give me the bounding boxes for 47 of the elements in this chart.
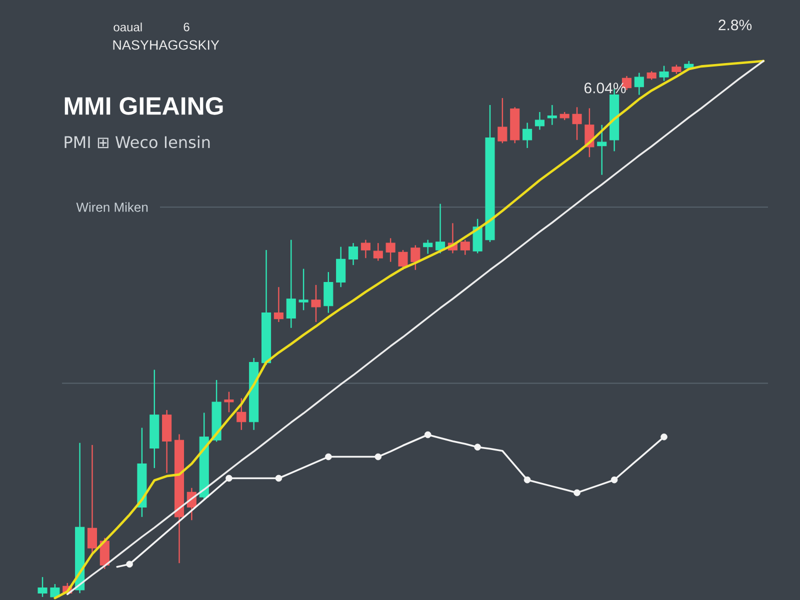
candlestick bbox=[236, 398, 246, 431]
point bbox=[524, 476, 531, 484]
text: MMI GIEAING bbox=[64, 97, 223, 115]
text: oaual bbox=[114, 22, 142, 32]
candlestick bbox=[436, 203, 446, 254]
candlestick bbox=[348, 242, 358, 266]
candlestick bbox=[547, 104, 557, 126]
candlestick bbox=[498, 97, 508, 144]
candlestick bbox=[572, 106, 582, 141]
candlestick bbox=[634, 72, 644, 96]
candlestick bbox=[398, 249, 408, 270]
point bbox=[474, 444, 481, 451]
candlestick bbox=[336, 246, 346, 288]
candlestick bbox=[286, 239, 296, 328]
point bbox=[374, 453, 382, 460]
candlestick bbox=[324, 271, 334, 314]
candlestick bbox=[38, 576, 48, 598]
point bbox=[325, 453, 332, 460]
candlestick bbox=[373, 242, 383, 262]
text: 6 bbox=[184, 22, 190, 32]
candlestick bbox=[423, 239, 433, 254]
candlestick bbox=[274, 286, 284, 323]
point bbox=[610, 476, 618, 484]
candlestick bbox=[311, 284, 321, 323]
point bbox=[275, 474, 282, 482]
candlestick bbox=[410, 244, 420, 270]
ref-line-label: Wiren Miken bbox=[76, 202, 148, 212]
candlestick bbox=[460, 239, 470, 256]
candlestick bbox=[298, 268, 308, 311]
point bbox=[226, 474, 232, 482]
point bbox=[126, 560, 133, 568]
candlestick bbox=[659, 65, 669, 82]
text: 2.8% bbox=[718, 20, 752, 30]
text: NASYHAGGSKIY bbox=[113, 40, 220, 50]
candlestick bbox=[597, 124, 607, 176]
candlestick bbox=[224, 391, 234, 413]
candlestick bbox=[672, 64, 682, 74]
point bbox=[660, 434, 668, 440]
candlestick bbox=[534, 111, 544, 130]
candlestick bbox=[386, 238, 396, 262]
text: PMI ⊞ Weco Iensin bbox=[64, 136, 210, 148]
point bbox=[574, 489, 580, 496]
candlestick bbox=[50, 583, 60, 599]
candlestick bbox=[522, 122, 532, 149]
annotation: 6.04% bbox=[584, 82, 626, 94]
candlestick bbox=[360, 239, 370, 259]
point bbox=[424, 431, 432, 438]
